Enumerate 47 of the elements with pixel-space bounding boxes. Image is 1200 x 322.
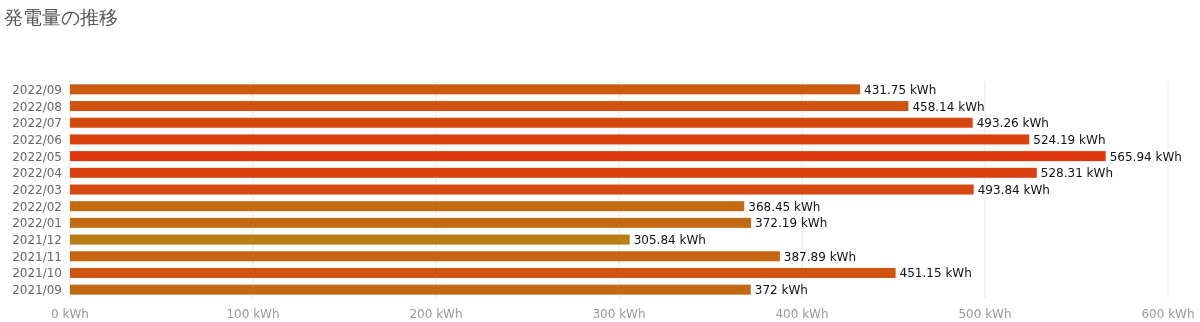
data-label: 387.89 kWh — [783, 249, 857, 264]
bar — [70, 267, 896, 278]
data-label: 493.84 kWh — [977, 183, 1050, 197]
x-tick-label: 400 kWh — [775, 307, 829, 321]
bar — [70, 117, 973, 128]
bar — [70, 217, 752, 228]
y-tick-label: 2022/09 — [12, 82, 62, 97]
x-tick-label: 200 kWh — [409, 307, 463, 321]
y-tick-label: 2022/08 — [12, 99, 62, 114]
y-tick-label: 2021/11 — [12, 249, 62, 264]
y-tick-label: 2021/09 — [12, 283, 62, 298]
bar — [70, 184, 974, 195]
y-tick-label: 2022/02 — [12, 199, 62, 214]
data-label: 528.31 kWh — [1040, 166, 1114, 181]
x-tick-label: 600 kWh — [1141, 307, 1195, 321]
bar — [70, 251, 780, 262]
bar — [70, 151, 1106, 162]
data-label: 431.75 kWh — [864, 82, 937, 97]
data-label: 565.94 kWh — [1109, 149, 1182, 164]
data-label: 458.14 kWh — [912, 99, 985, 114]
data-label: 451.15 kWh — [899, 266, 972, 281]
y-tick-label: 2022/03 — [12, 183, 62, 197]
bar — [70, 167, 1037, 178]
y-tick-label: 2022/01 — [12, 216, 62, 231]
y-tick-label: 2022/06 — [12, 132, 62, 147]
y-tick-label: 2022/05 — [12, 149, 62, 164]
data-label: 524.19 kWh — [1033, 132, 1106, 147]
y-tick-label: 2022/04 — [12, 166, 62, 181]
y-tick-label: 2022/07 — [12, 116, 62, 131]
data-label: 372.19 kWh — [755, 216, 828, 231]
chart-title: 発電量の推移 — [4, 6, 118, 28]
bar — [70, 134, 1030, 145]
data-label: 493.26 kWh — [976, 116, 1049, 131]
x-tick-label: 300 kWh — [592, 307, 646, 321]
y-tick-label: 2021/12 — [12, 233, 62, 248]
bar — [70, 234, 630, 245]
x-tick-label: 0 kWh — [51, 307, 89, 321]
x-tick-label: 100 kWh — [226, 307, 280, 321]
data-label: 368.45 kWh — [748, 199, 821, 214]
bar — [70, 84, 861, 95]
bar — [70, 284, 751, 295]
bar — [70, 201, 745, 212]
data-label: 372 kWh — [754, 283, 808, 298]
y-tick-label: 2021/10 — [12, 266, 62, 281]
data-label: 305.84 kWh — [633, 233, 706, 248]
bar — [70, 101, 909, 112]
x-tick-label: 500 kWh — [958, 307, 1012, 321]
